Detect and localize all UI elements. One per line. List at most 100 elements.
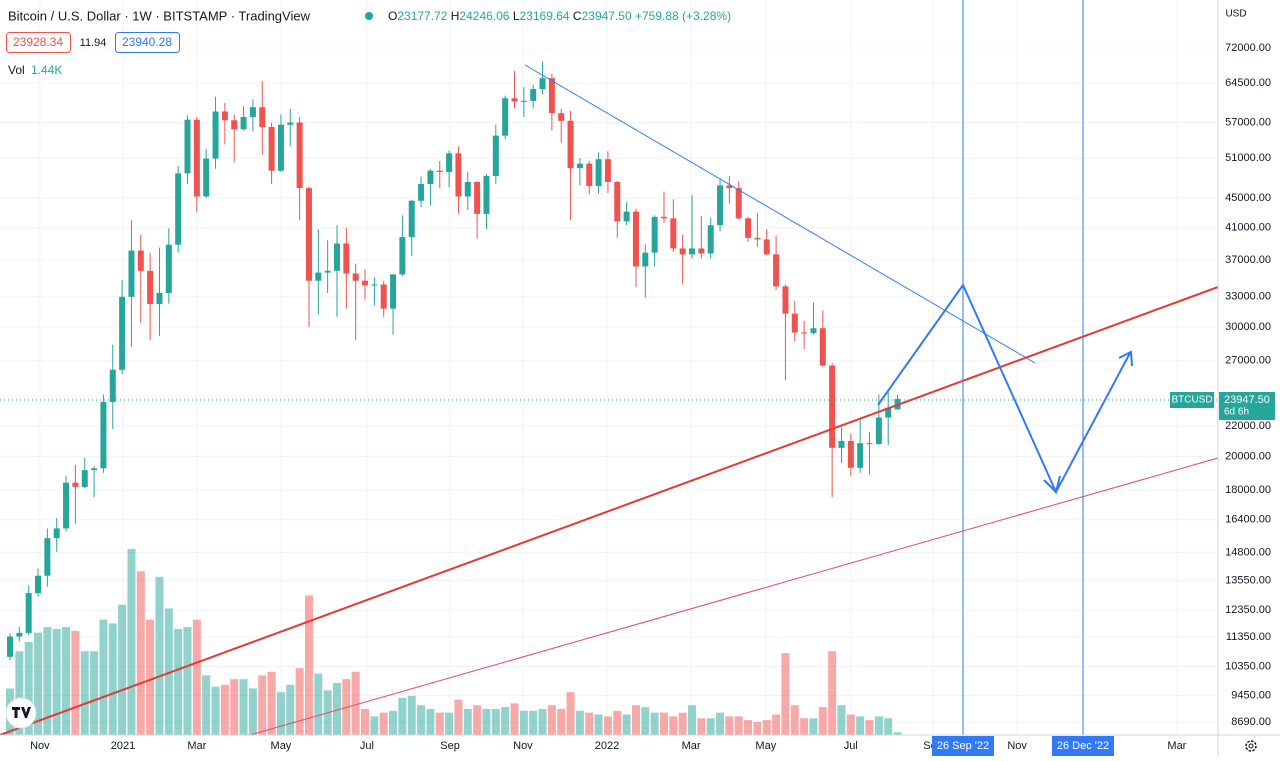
y-tick-label: 10350.00 [1225, 660, 1271, 672]
candle-body [16, 632, 23, 637]
volume-bar [248, 688, 257, 735]
logo[interactable] [5, 697, 37, 729]
countdown: 6d 6h [1224, 407, 1249, 418]
volume-bar [314, 673, 323, 735]
volume-bar [118, 604, 127, 735]
candle-body [184, 119, 191, 174]
y-tick-label: 33000.00 [1225, 291, 1271, 303]
y-tick-label: 64500.00 [1225, 77, 1271, 89]
volume-bar [463, 708, 472, 735]
candle-body [63, 482, 70, 529]
volume-bar [688, 705, 697, 735]
volume-bar [174, 628, 183, 735]
ohlc-label: C [573, 9, 582, 23]
candle-body [595, 159, 602, 187]
volume-bar [445, 712, 454, 735]
candle-body [651, 216, 658, 253]
price-tag-text: 23947.50 [1224, 394, 1270, 406]
volume-bar [379, 712, 388, 735]
volume-bar [332, 682, 341, 735]
volume-bar [744, 720, 753, 735]
symbol-title[interactable]: Bitcoin / U.S. Dollar · 1W · BITSTAMP · … [8, 8, 311, 23]
price-axis[interactable] [1218, 0, 1280, 756]
volume-bar [529, 710, 538, 735]
volume-bar [734, 716, 743, 735]
candle-body [53, 528, 60, 539]
y-tick-label: 8690.00 [1231, 716, 1271, 728]
volume-title: Vol [8, 63, 25, 77]
candle-body [427, 170, 434, 185]
settings-icon[interactable] [1245, 740, 1257, 752]
x-tick-label: Mar [1167, 740, 1186, 752]
candle-body [474, 181, 481, 214]
y-tick-label: 27000.00 [1225, 355, 1271, 367]
y-tick-label: 37000.00 [1225, 254, 1271, 266]
ohlc-label: H [451, 9, 460, 23]
x-tick-label: 2021 [111, 740, 135, 752]
ohlc: O23177.72 H24246.06 L23169.64 C23947.50 … [388, 9, 731, 23]
volume-bar [706, 718, 715, 735]
candle-body [380, 284, 387, 309]
candle-body [707, 225, 714, 254]
bid-box[interactable] [6, 32, 71, 53]
volume-bar [678, 712, 687, 735]
volume-bar [276, 692, 285, 735]
volume-bar [43, 627, 52, 735]
volume-bar [585, 712, 594, 735]
candle-body [156, 292, 163, 305]
currency[interactable]: USD [1225, 9, 1246, 20]
volume-bar [893, 732, 902, 735]
volume-pane [5, 548, 902, 735]
ask-box[interactable] [115, 32, 180, 53]
trend-line[interactable] [249, 457, 1219, 736]
candle-body [128, 250, 135, 297]
candle-body [268, 127, 275, 171]
volume-bar [426, 708, 435, 735]
candle-body [277, 124, 284, 171]
y-tick-label: 72000.00 [1225, 42, 1271, 54]
date-marker [932, 736, 994, 756]
volume-bar [108, 623, 117, 735]
ohlc-label: O [388, 9, 397, 23]
volume-bar [800, 718, 809, 735]
ohlc-label: L [513, 9, 520, 23]
volume-bar [650, 712, 659, 735]
candle-body [586, 163, 593, 187]
ohlc-value: 23177.72 [397, 9, 447, 23]
volume-bar [146, 619, 155, 735]
volume-bar [725, 716, 734, 735]
trend-line[interactable] [524, 64, 1036, 364]
candle-body [296, 122, 303, 189]
candle-body [483, 175, 490, 214]
volume-bar [482, 708, 491, 735]
volume-bar [603, 716, 612, 735]
volume-bar [865, 720, 874, 735]
market-status[interactable] [365, 12, 373, 20]
candle-body [632, 211, 639, 267]
ask[interactable]: 23940.28 [122, 35, 172, 49]
volume-bar [594, 714, 603, 735]
volume-bar [669, 716, 678, 735]
y-tick-label: 41000.00 [1225, 221, 1271, 233]
candle-body [866, 443, 873, 445]
price-pane [6, 61, 901, 661]
candle-body [305, 188, 312, 281]
candle-body [81, 470, 88, 487]
volume-bar [491, 708, 500, 735]
bid[interactable]: 23928.34 [13, 35, 63, 49]
candle-body [623, 211, 630, 222]
path-projection[interactable] [877, 282, 1131, 495]
trend-line[interactable] [0, 286, 1219, 736]
settings-icon-center [1248, 743, 1254, 749]
candle-body [44, 538, 51, 576]
candle-body [548, 78, 555, 114]
volume-bar [557, 708, 566, 735]
volume-bar [220, 684, 229, 735]
volume-bar [127, 548, 136, 735]
date-marker [1052, 736, 1114, 756]
volume-bar [267, 671, 276, 735]
volume-bar [361, 708, 370, 735]
x-tick-label: Sep [440, 740, 460, 752]
